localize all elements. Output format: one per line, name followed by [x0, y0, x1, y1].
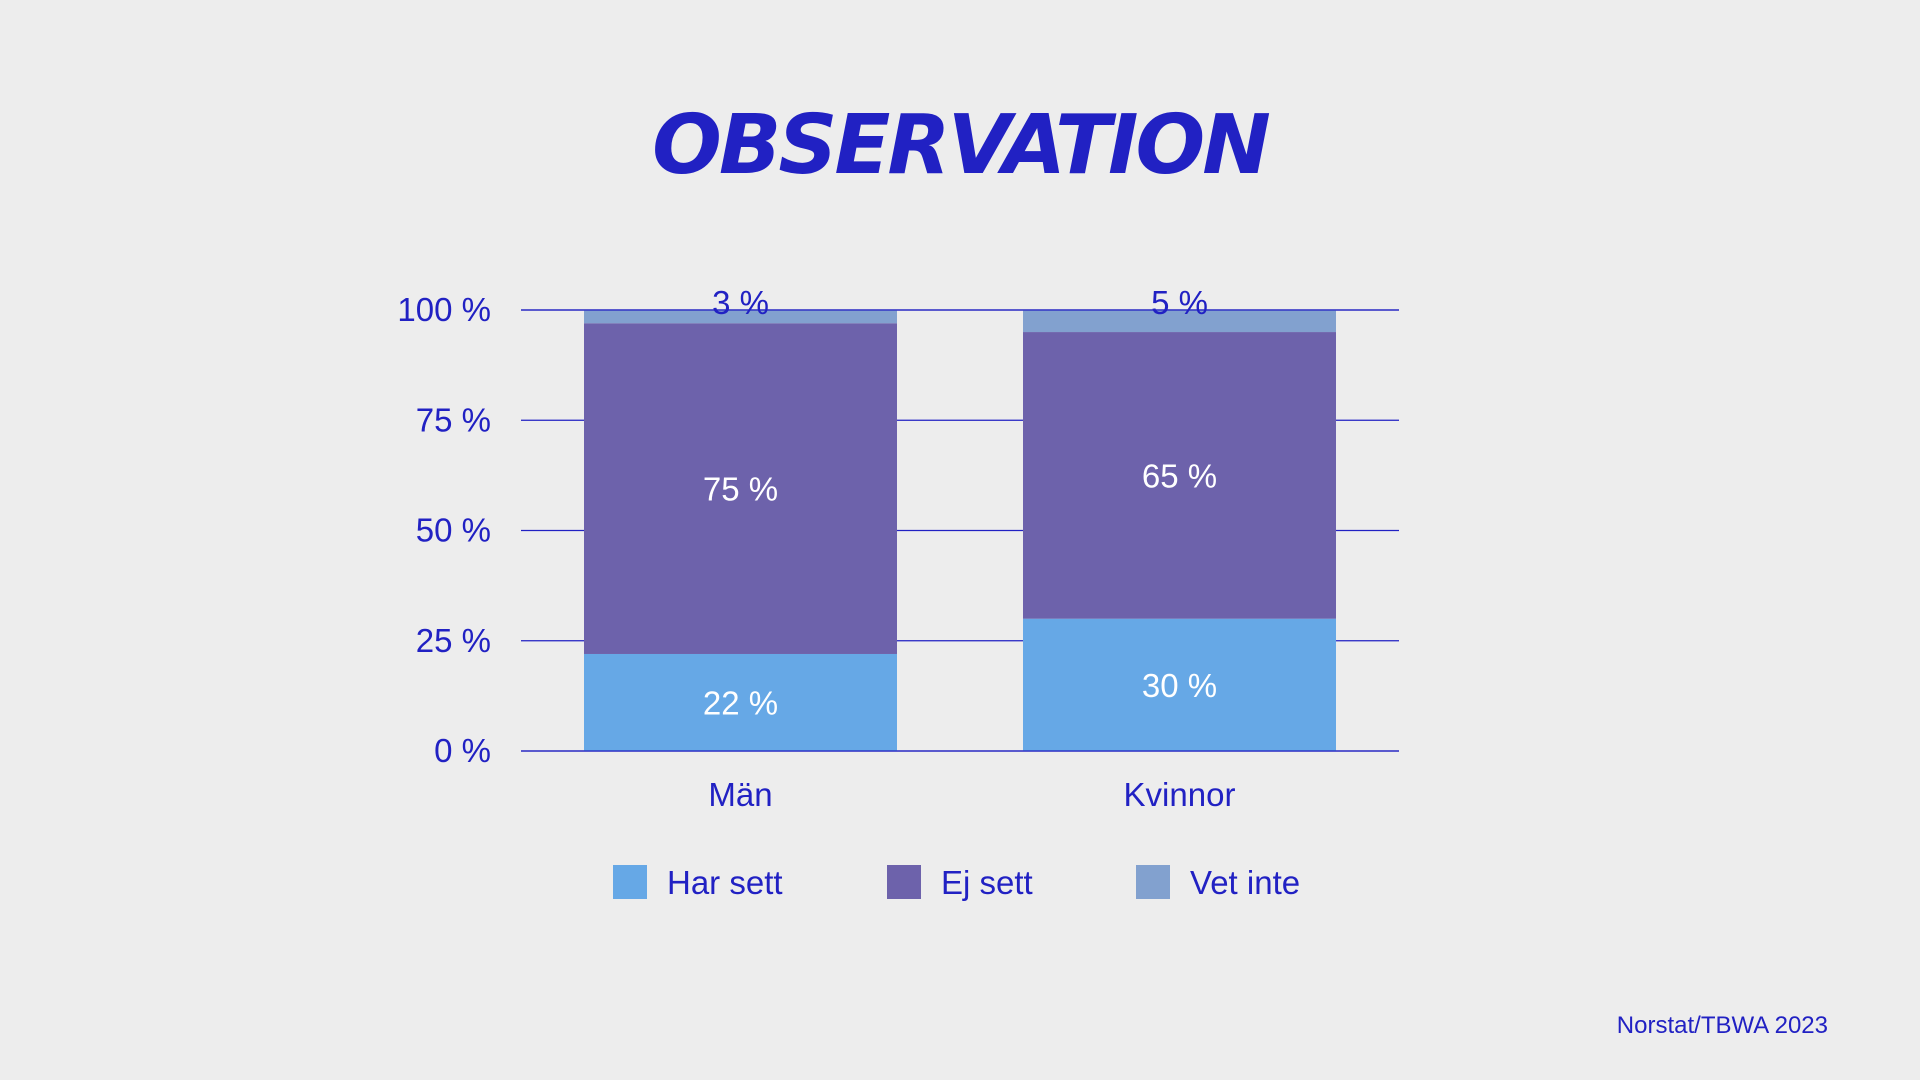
data-label: 65 % [1142, 457, 1217, 494]
data-label: 75 % [703, 471, 778, 508]
x-category-label: Män [708, 776, 772, 813]
y-tick-label: 25 % [416, 622, 491, 659]
bar-segment [584, 653, 897, 751]
y-tick-label: 75 % [416, 401, 491, 438]
bar-segment [584, 323, 897, 654]
y-tick-label: 0 % [434, 732, 491, 769]
y-tick-label: 100 % [397, 291, 491, 328]
legend-label: Ej sett [941, 864, 1033, 901]
legend-swatch [1136, 865, 1170, 899]
x-category-label: Kvinnor [1124, 776, 1236, 813]
legend-swatch [613, 865, 647, 899]
legend-swatch [887, 865, 921, 899]
bar-segment [1023, 310, 1336, 333]
bar-segment [1023, 332, 1336, 619]
chart-title: OBSERVATION [652, 98, 1271, 193]
data-label: 3 % [712, 284, 769, 321]
bar-segment [1023, 618, 1336, 751]
legend-label: Vet inte [1190, 864, 1300, 901]
data-label: 30 % [1142, 667, 1217, 704]
y-tick-label: 50 % [416, 512, 491, 549]
bar-segment [584, 310, 897, 324]
data-label: 22 % [703, 684, 778, 721]
legend-label: Har sett [667, 864, 783, 901]
source-note: Norstat/TBWA 2023 [1616, 1012, 1828, 1039]
data-label: 5 % [1151, 284, 1208, 321]
